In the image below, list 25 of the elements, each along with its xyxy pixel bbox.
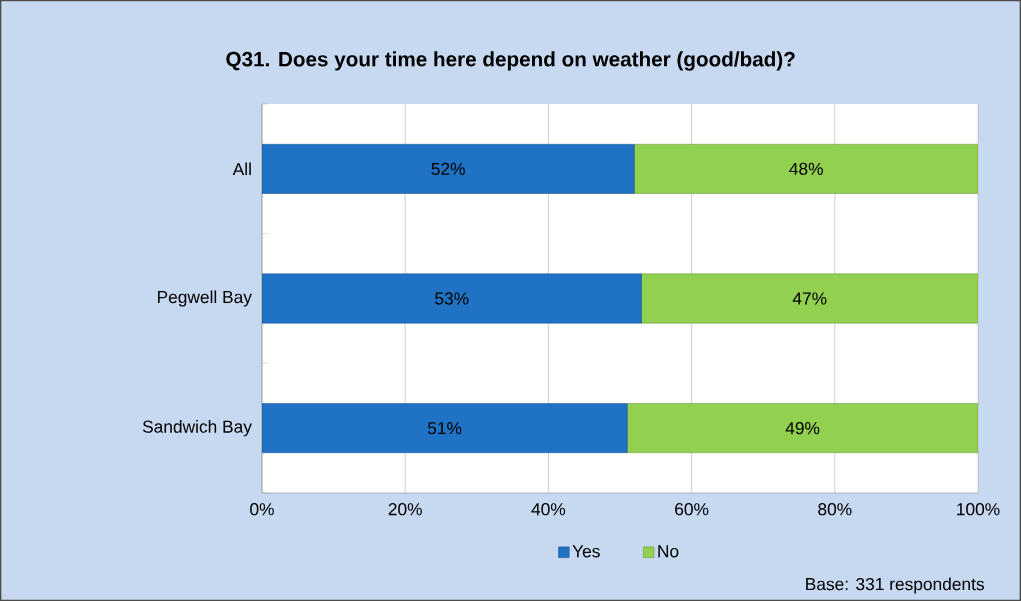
- text: Base: 331 respondents: [806, 577, 984, 594]
- y-tick-label: Sandwich Bay: [142, 420, 252, 437]
- x-tick-label: 40%: [531, 503, 566, 516]
- x-tick-label: 0%: [250, 503, 274, 516]
- x-tick-label: 100%: [957, 503, 1000, 516]
- x-tick-label: 20%: [388, 503, 422, 516]
- data-label: 48%: [789, 162, 823, 175]
- y-tick-label: All: [232, 162, 251, 176]
- legend-label: No: [658, 545, 679, 558]
- bar: [641, 273, 978, 324]
- x-tick-label: 60%: [675, 503, 709, 516]
- legend-label: Yes: [572, 545, 600, 558]
- data-label: 53%: [435, 292, 469, 305]
- chart-title: Q31. Does your time here depend on weather (good/bad)?: [226, 51, 795, 71]
- data-label: 52%: [431, 162, 465, 175]
- x-tick-label: 80%: [818, 503, 852, 516]
- bar: [634, 143, 978, 194]
- bar: [262, 143, 635, 194]
- data-label: 49%: [785, 422, 820, 435]
- bar: [262, 273, 642, 324]
- data-label: 47%: [792, 292, 827, 305]
- y-tick-label: Pegwell Bay: [158, 290, 252, 307]
- bar: [626, 403, 978, 454]
- data-label: 51%: [427, 422, 462, 435]
- bar: [262, 403, 628, 454]
